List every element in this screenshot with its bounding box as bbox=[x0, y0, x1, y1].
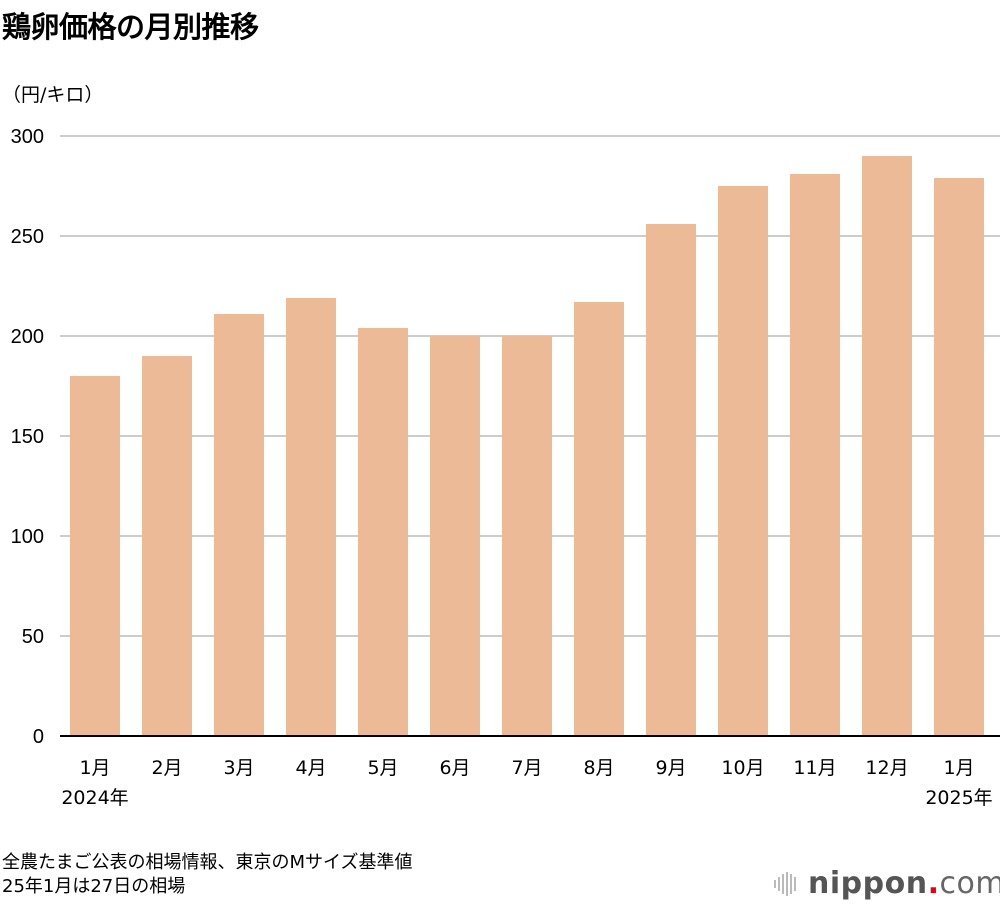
date-note: 25年1月は27日の相場 bbox=[2, 876, 186, 897]
bar-chart: 0 50 100 150 200 250 300 1月 2月 3月 4月 5月 6月 7月 8月 9月 10月 1… bbox=[11, 126, 1000, 809]
nippon-com-logo: nippon.com bbox=[772, 866, 1000, 901]
y-axis-unit-label: （円/キロ） bbox=[2, 84, 104, 106]
x-tick-label: 10月 bbox=[721, 757, 764, 779]
logo-text: nippon.com bbox=[808, 866, 1000, 901]
bar bbox=[934, 178, 984, 736]
x-tick-label: 3月 bbox=[223, 757, 254, 779]
x-tick-label: 8月 bbox=[583, 757, 614, 779]
y-tick-label: 50 bbox=[22, 626, 44, 648]
bar bbox=[214, 314, 264, 736]
year-label: 2024年 bbox=[61, 787, 128, 809]
bar bbox=[790, 174, 840, 736]
y-tick-label: 200 bbox=[11, 326, 44, 348]
bar bbox=[358, 328, 408, 736]
x-tick-label: 12月 bbox=[865, 757, 908, 779]
bar bbox=[574, 302, 624, 736]
y-tick-label: 250 bbox=[11, 226, 44, 248]
y-tick-label: 100 bbox=[11, 526, 44, 548]
y-tick-label: 0 bbox=[33, 726, 44, 748]
bar bbox=[142, 356, 192, 736]
x-tick-label: 4月 bbox=[295, 757, 326, 779]
bar bbox=[430, 336, 480, 736]
bar bbox=[718, 186, 768, 736]
chart-title: 鶏卵価格の月別推移 bbox=[2, 10, 259, 44]
x-tick-label: 6月 bbox=[439, 757, 470, 779]
x-tick-label: 11月 bbox=[793, 757, 836, 779]
x-tick-label: 1月 bbox=[943, 757, 974, 779]
logo-bars-icon bbox=[774, 871, 796, 896]
x-tick-label: 1月 bbox=[79, 757, 110, 779]
x-tick-label: 5月 bbox=[367, 757, 398, 779]
bar bbox=[862, 156, 912, 736]
bar bbox=[646, 224, 696, 736]
bar bbox=[502, 336, 552, 736]
x-tick-label: 7月 bbox=[511, 757, 542, 779]
y-tick-label: 150 bbox=[11, 426, 44, 448]
x-tick-label: 9月 bbox=[655, 757, 686, 779]
bar bbox=[70, 376, 120, 736]
source-note: 全農たまご公表の相場情報、東京のMサイズ基準値 bbox=[2, 852, 413, 873]
bar bbox=[286, 298, 336, 736]
y-tick-label: 300 bbox=[11, 126, 44, 148]
x-tick-label: 2月 bbox=[151, 757, 182, 779]
year-label: 2025年 bbox=[925, 787, 992, 809]
